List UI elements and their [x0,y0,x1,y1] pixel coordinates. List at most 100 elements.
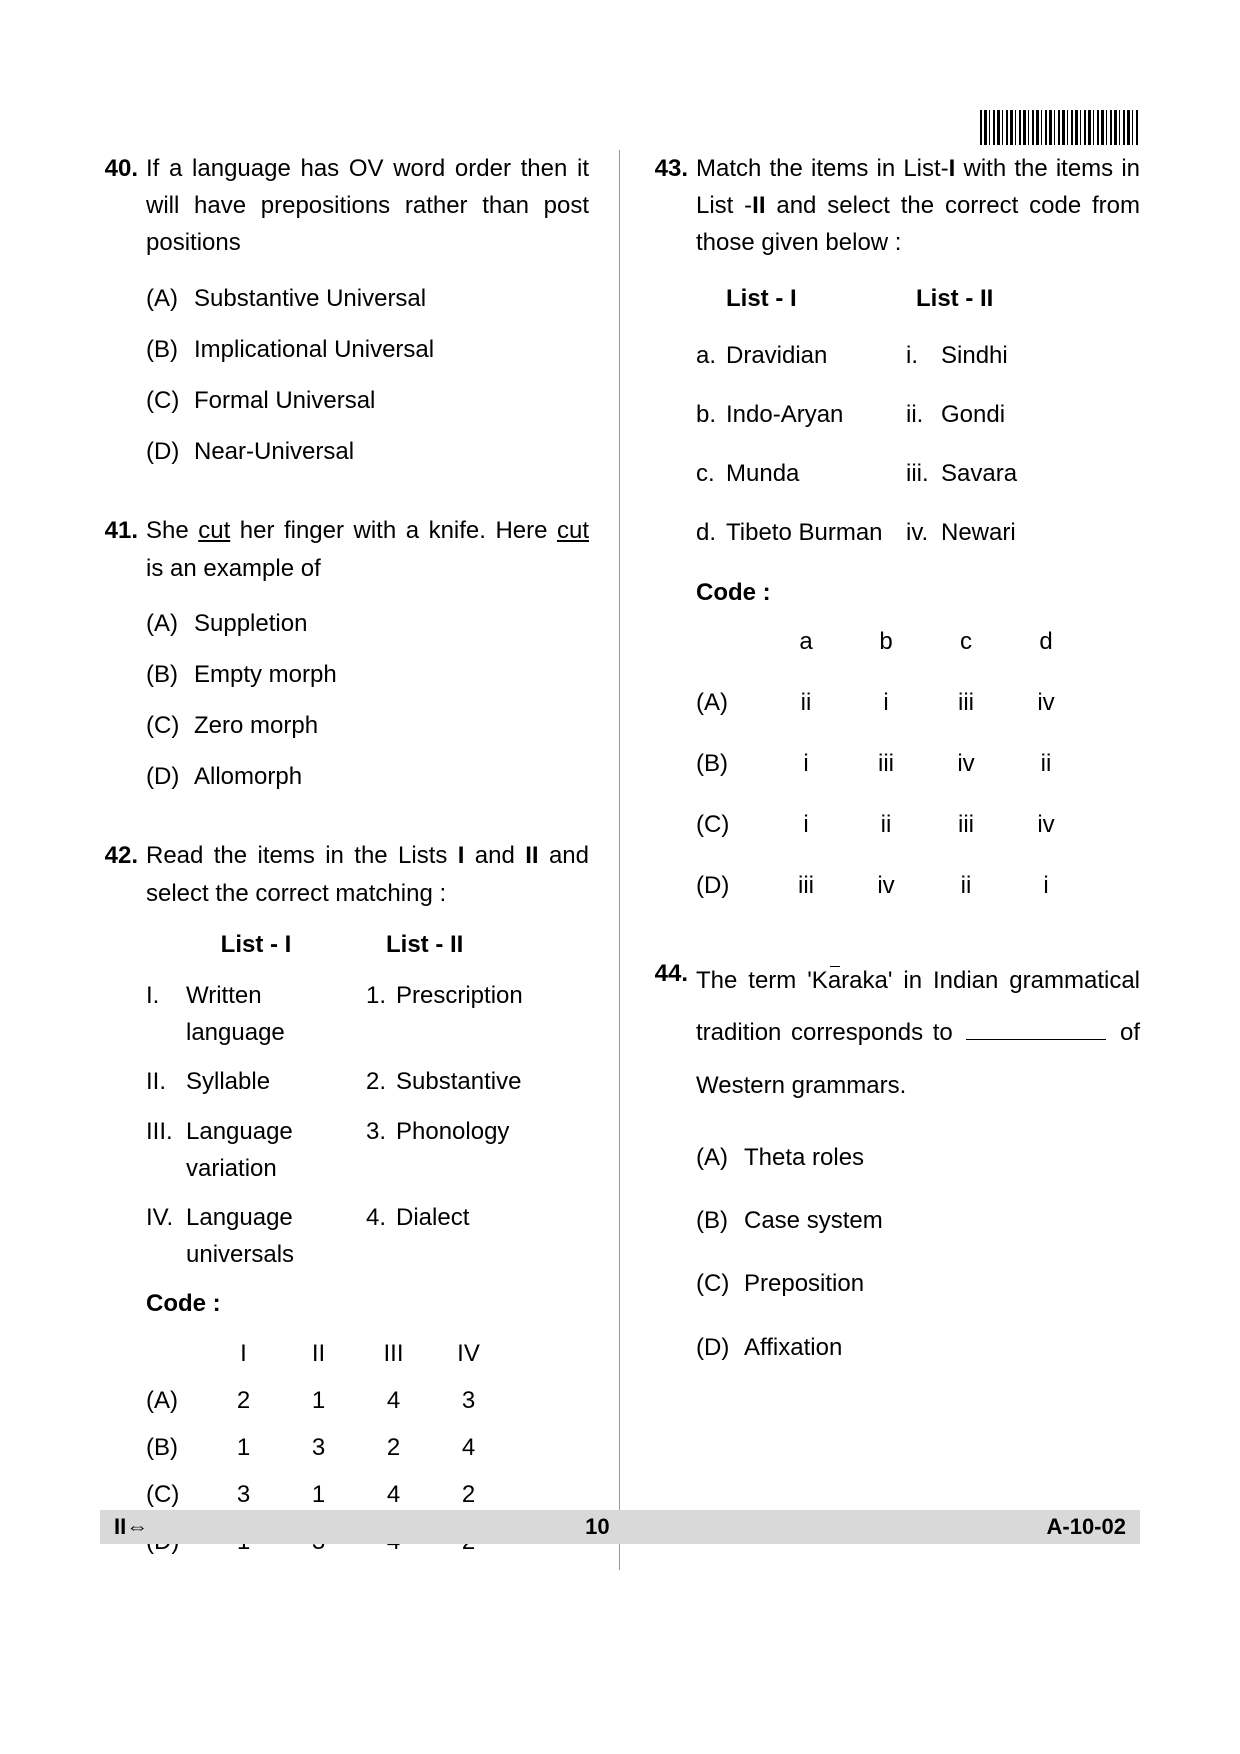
option: (C)Formal Universal [146,382,589,419]
question-43: 43. Match the items in List-I with the i… [650,150,1140,905]
code-header: IV [431,1335,506,1372]
stem-mid: her finger with a knife. Here [230,517,557,544]
option: (D)Near-Universal [146,433,589,470]
option-text: Preposition [744,1265,1140,1302]
list2-label: ii. [906,396,941,433]
option: (B)Case system [696,1202,1140,1239]
list2-num: 4. [366,1199,396,1236]
option-text: Formal Universal [194,382,589,419]
list1-text: Language variation [186,1113,366,1187]
list2-text: Newari [941,514,1016,551]
list1-roman: III. [146,1113,186,1187]
code-val: 2 [431,1476,506,1513]
stem-post: is an example of [146,555,321,582]
list2-header: List - II [366,926,566,963]
list2-text: Dialect [396,1199,469,1236]
option: (D)Affixation [696,1329,1140,1366]
code-header: III [356,1335,431,1372]
option-label: (D) [146,758,194,795]
code-val: 1 [281,1476,356,1513]
question-stem: If a language has OV word order then it … [146,150,589,262]
code-val: 4 [356,1382,431,1419]
option-text: Affixation [744,1329,1140,1366]
left-column: 40. If a language has OV word order then… [100,150,620,1570]
code-val: 3 [281,1429,356,1466]
code-option-label: (B) [696,745,766,782]
code-header-row: I II III IV [146,1335,589,1372]
code-option-label: (A) [696,684,766,721]
list2-num: 2. [366,1063,396,1100]
code-header-row: a b c d [696,623,1140,660]
option-label: (A) [146,280,194,317]
options-44: (A)Theta roles (B)Case system (C)Preposi… [696,1139,1140,1366]
right-column: 43. Match the items in List-I with the i… [620,150,1140,1570]
code-header: I [206,1335,281,1372]
code-row: (B) i iii iv ii [696,745,1140,782]
option: (C)Preposition [696,1265,1140,1302]
code-header: a [766,623,846,660]
list1-text: Indo-Aryan [726,396,843,433]
options-41: (A)Suppletion (B)Empty morph (C)Zero mor… [146,605,589,796]
code-val: iv [1006,806,1086,843]
list2-text: Phonology [396,1113,509,1150]
footer-right: A-10-02 [1047,1514,1126,1540]
question-number: 44. [650,955,696,992]
footer: II⇔ 10 A-10-02 [100,1510,1140,1544]
code-row: (A) 2 1 4 3 [146,1382,589,1419]
list1-label: c. [696,455,726,492]
code-val: 1 [206,1429,281,1466]
code-option-label: (C) [146,1476,206,1513]
option-label: (C) [696,1265,744,1302]
stem-mid: and [464,842,525,869]
option-text: Empty morph [194,656,589,693]
code-val: i [846,684,926,721]
code-option-label: (C) [696,806,766,843]
question-number: 43. [650,150,696,187]
code-val: 3 [206,1476,281,1513]
code-row: (C) i ii iii iv [696,806,1140,843]
list-row: c.Munda iii.Savara [696,455,1140,492]
question-number: 41. [100,512,146,549]
code-header: c [926,623,1006,660]
option: (A)Suppletion [146,605,589,642]
option: (A)Substantive Universal [146,280,589,317]
list1-roman: II. [146,1063,186,1100]
option: (C)Zero morph [146,707,589,744]
list1-text: Written language [186,977,366,1051]
underlined-word: cut [557,517,589,544]
option-label: (B) [146,656,194,693]
code-option-label: (D) [696,867,766,904]
code-header: II [281,1335,356,1372]
bold-II: II [752,192,765,219]
code-row: (A) ii i iii iv [696,684,1140,721]
match-lists: List - I List - II I.Written language 1.… [146,926,589,1274]
code-val: 3 [431,1382,506,1419]
list1-text: Dravidian [726,337,827,374]
list-row: I.Written language 1.Prescription [146,977,589,1051]
code-option-label: (B) [146,1429,206,1466]
stem-pre: Match the items in List- [696,155,949,182]
option-label: (C) [146,382,194,419]
code-val: iii [766,867,846,904]
stem-pre: Read the items in the Lists [146,842,458,869]
option: (A)Theta roles [696,1139,1140,1176]
code-val: 4 [431,1429,506,1466]
list2-text: Savara [941,455,1017,492]
option-label: (D) [146,433,194,470]
columns: 40. If a language has OV word order then… [100,150,1140,1570]
barcode [980,110,1140,145]
code-header: b [846,623,926,660]
option: (B)Empty morph [146,656,589,693]
question-41: 41. She cut her finger with a knife. Her… [100,512,589,795]
list2-text: Sindhi [941,337,1008,374]
option-text: Suppletion [194,605,589,642]
code-val: ii [1006,745,1086,782]
options-40: (A)Substantive Universal (B)Implicationa… [146,280,589,471]
stem-pre: The term 'K [696,967,828,994]
option-text: Implicational Universal [194,331,589,368]
macron-a: a [828,967,841,994]
code-row: (C) 3 1 4 2 [146,1476,589,1513]
code-header: d [1006,623,1086,660]
list2-label: iii. [906,455,941,492]
code-val: 2 [356,1429,431,1466]
